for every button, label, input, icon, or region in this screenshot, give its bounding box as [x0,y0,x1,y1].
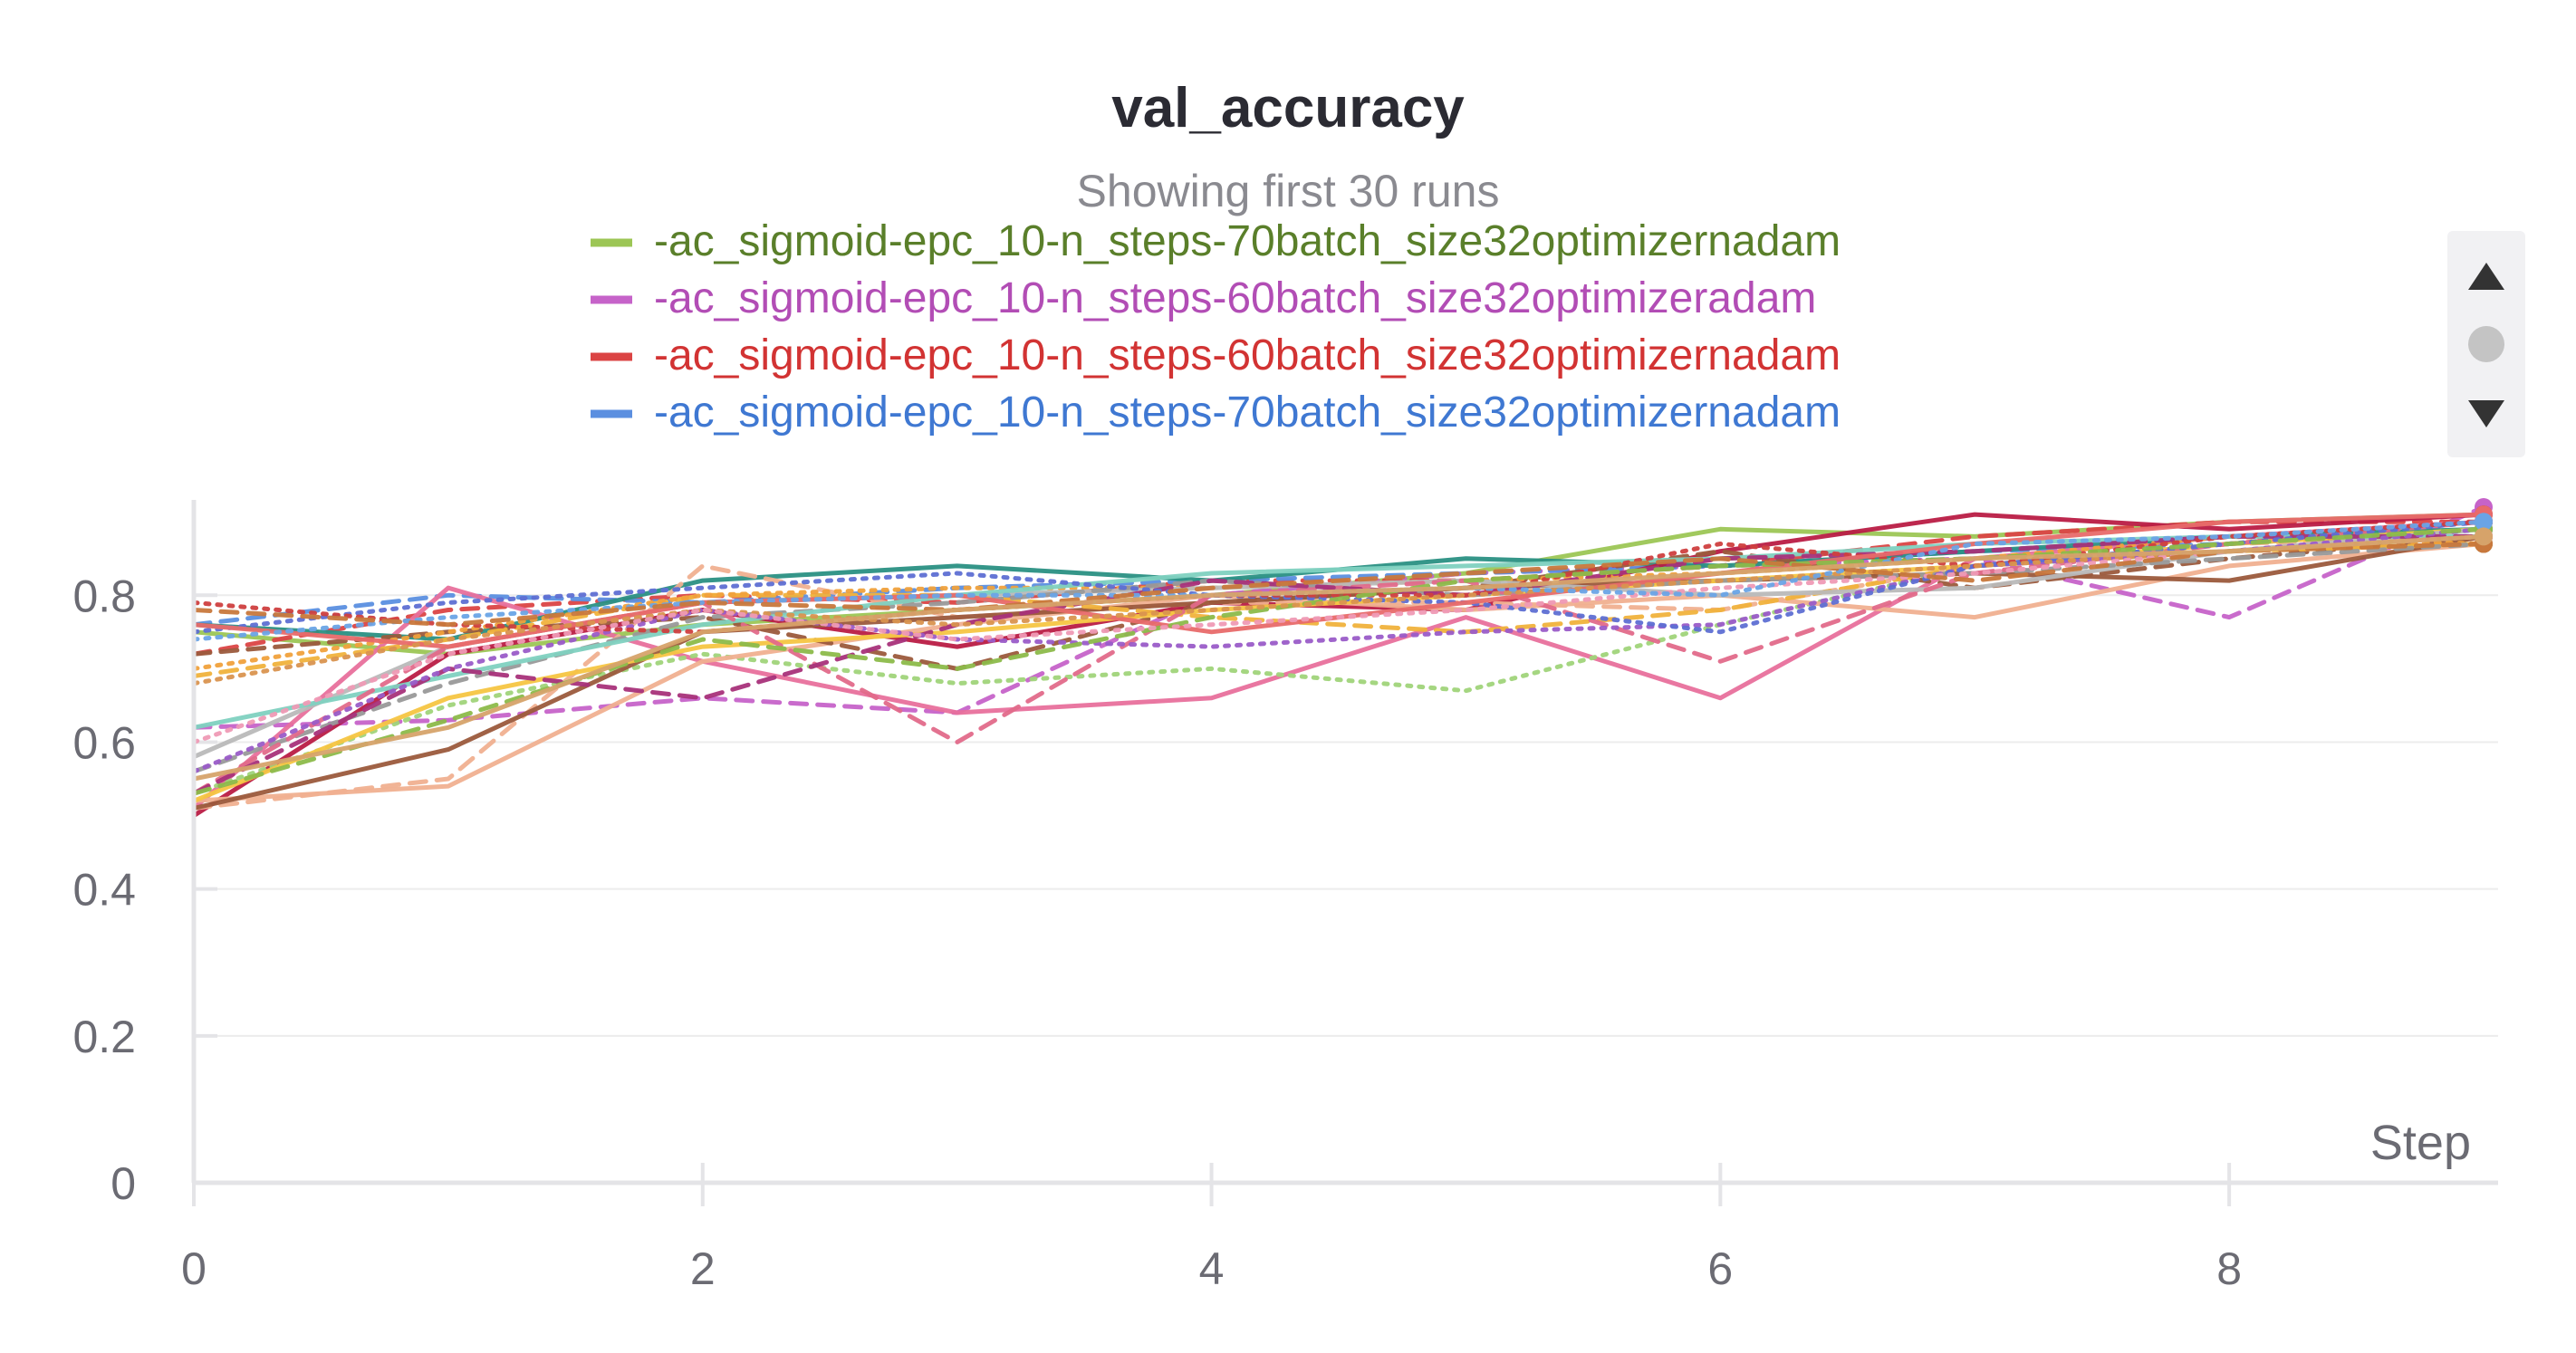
series-line-18 [191,533,2486,730]
series-line-13 [191,542,2486,678]
x-tick-label: 2 [690,1243,716,1294]
chart-subtitle: Showing first 30 runs [1077,166,1500,216]
y-tick-label: 0.8 [72,571,136,621]
y-tick-label: 0 [111,1158,136,1209]
y-tick-label: 0.4 [72,865,136,916]
scroll-thumb[interactable] [2468,326,2504,362]
triangle-down-icon[interactable] [2468,400,2504,427]
y-tick-label: 0.2 [72,1012,136,1062]
grid-lines [194,593,2498,1185]
series-end-point-28 [2475,513,2493,532]
series-line-29 [191,542,2486,628]
legend-item[interactable]: -ac_sigmoid-epc_10-n_steps-70batch_size3… [591,217,1841,265]
series-line-30 [191,533,2486,782]
axes [191,500,2498,1206]
legend[interactable]: -ac_sigmoid-epc_10-n_steps-70batch_size3… [591,217,1841,437]
triangle-up-icon[interactable] [2468,263,2504,290]
chart-title: val_accuracy [1111,77,1465,139]
y-tick-label: 0.6 [72,717,136,768]
legend-label: -ac_sigmoid-epc_10-n_steps-70batch_size3… [654,217,1841,265]
series-end-point-30 [2475,527,2493,546]
x-tick-label: 6 [1707,1243,1733,1294]
legend-label: -ac_sigmoid-epc_10-n_steps-70batch_size3… [654,389,1841,437]
legend-label: -ac_sigmoid-epc_10-n_steps-60batch_size3… [654,331,1841,379]
x-axis-title: Step [2370,1116,2471,1170]
x-tick-label: 0 [181,1243,207,1294]
x-tick-label: 4 [1199,1243,1225,1294]
series-line-21 [191,526,2486,774]
legend-label: -ac_sigmoid-epc_10-n_steps-60batch_size3… [654,274,1816,322]
legend-item[interactable]: -ac_sigmoid-epc_10-n_steps-60batch_size3… [591,331,1841,379]
series-line-27 [191,533,2486,744]
tick-labels: 0 0.2 0.4 0.6 0.8 0 2 4 6 8 [72,571,2242,1294]
legend-item[interactable]: -ac_sigmoid-epc_10-n_steps-60batch_size3… [591,274,1816,322]
series-line-20 [191,533,2486,796]
x-tick-label: 8 [2216,1243,2242,1294]
series-lines [191,498,2493,819]
legend-item[interactable]: -ac_sigmoid-epc_10-n_steps-70batch_size3… [591,389,1841,437]
legend-scroll-controls[interactable] [2447,231,2525,457]
